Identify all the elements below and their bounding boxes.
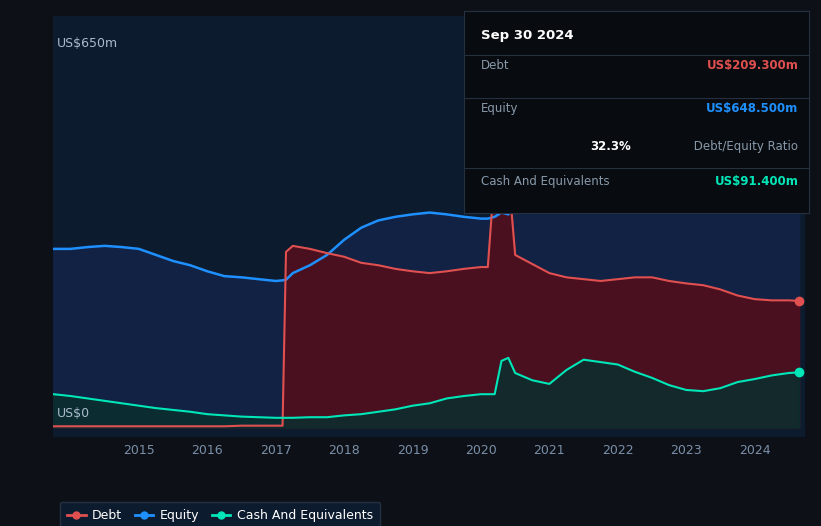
Text: Equity: Equity [481,102,519,115]
Text: Debt/Equity Ratio: Debt/Equity Ratio [690,140,798,153]
Text: US$209.300m: US$209.300m [706,59,798,72]
Text: Debt: Debt [481,59,510,72]
Legend: Debt, Equity, Cash And Equivalents: Debt, Equity, Cash And Equivalents [60,502,380,526]
Text: Sep 30 2024: Sep 30 2024 [481,29,574,42]
Text: US$0: US$0 [57,407,90,420]
Text: US$650m: US$650m [57,37,118,50]
Text: 32.3%: 32.3% [590,140,631,153]
Text: US$648.500m: US$648.500m [706,102,798,115]
Text: US$91.400m: US$91.400m [714,175,798,188]
Text: Cash And Equivalents: Cash And Equivalents [481,175,610,188]
